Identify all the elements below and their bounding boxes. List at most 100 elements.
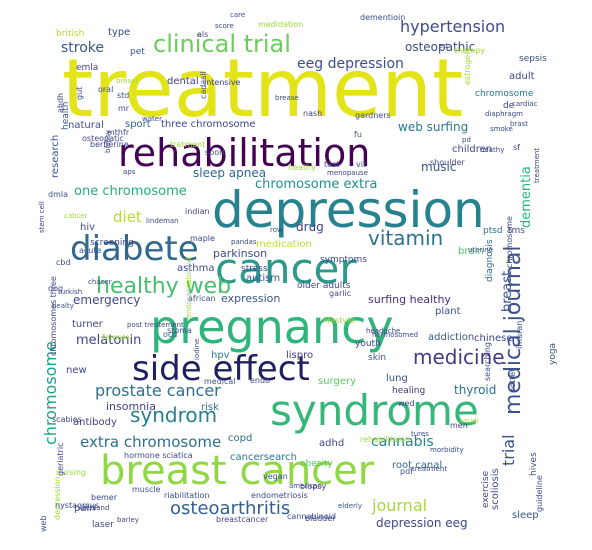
word-breast: breast [116, 77, 138, 85]
word-rehabilitation: rehabilitation [118, 131, 370, 175]
word-maple: maple [190, 234, 215, 243]
word-eeg-depression: eeg depression [297, 56, 404, 72]
word-biopsy: biopsy [104, 130, 112, 153]
word-iodine: iodine [193, 339, 201, 360]
word-type: type [108, 27, 130, 38]
word-osteopathic: osteopathic [405, 40, 475, 54]
word-adhd: adhd [319, 438, 344, 449]
word-scabies: scabies [52, 415, 82, 424]
word-sport: sport [205, 148, 226, 157]
word-treatment: treatment [412, 465, 447, 473]
word-parkinson: parkinson [213, 247, 267, 260]
word-trial: trial [499, 434, 518, 466]
word-cancersearch: cancersearch [230, 452, 297, 463]
word-chromosome: chromosome [505, 216, 514, 268]
word-ahdh: ahdh [56, 93, 65, 113]
word-new: new [66, 365, 87, 376]
word-antibody: antibody [73, 417, 117, 428]
word-bemer: bemer [91, 493, 118, 502]
word-estrogen: estrogen [463, 50, 472, 85]
word-nash: nash [303, 109, 322, 118]
word-depression: depression [212, 181, 485, 239]
word-pd: pd [462, 136, 471, 144]
word-mthfr: mthfr [107, 128, 130, 137]
word-breastcancer: breastcancer [216, 515, 269, 524]
word-vegan: vegan [263, 472, 288, 481]
word-youth: youth [355, 339, 381, 349]
word-medidation: medidation [258, 20, 303, 29]
word-healthy-web: healthy web [96, 274, 231, 299]
word-men: men [450, 421, 468, 430]
word-test: test [324, 160, 339, 169]
word-healty: healty [52, 302, 74, 310]
word-turkish: turkish [58, 288, 82, 296]
word-insomnia: insomnia [106, 400, 156, 413]
word-plant: plant [435, 306, 461, 317]
word-cardiac: cardiac [512, 100, 538, 108]
word-berberine: berberine [90, 140, 129, 149]
word-als: als [197, 30, 208, 39]
word-cadasil: cadasil [199, 71, 208, 99]
word-web-surfing: web surfing [398, 120, 468, 134]
word-root-canal: root canal [392, 460, 442, 471]
word-medical: medical [204, 377, 236, 386]
word-diagnosis: diagnosis [485, 239, 495, 282]
word-thyroid: thyroid [454, 383, 496, 397]
word-water: water [142, 115, 162, 123]
word-scoliosis: scoliosis [490, 468, 501, 510]
word-healing: healing [392, 386, 425, 396]
word-emergency: emergency [73, 293, 140, 307]
word-female: female [102, 333, 130, 342]
word-dmla: dmla [48, 190, 68, 199]
word-endometriosis: endometriosis [251, 491, 308, 500]
word-music: music [421, 160, 456, 174]
word-sport: sport [125, 119, 151, 130]
word-health: health [61, 102, 71, 131]
word-smoke: smoke [490, 125, 513, 133]
word-obesity: obesity [300, 459, 333, 469]
word-diabete: diabete [70, 229, 199, 269]
word-tures: tures [411, 430, 429, 438]
word-searching: searching [483, 342, 492, 381]
word-exercise: exercise [481, 470, 491, 508]
word-sepsis: sepsis [519, 54, 547, 64]
word-copd: copd [228, 433, 252, 444]
word-hpv: hpv [211, 350, 230, 361]
word-chinese: chinese [474, 333, 512, 344]
word-addiction: addiction [428, 332, 474, 343]
word-oral: oral [98, 85, 113, 94]
word-biopsy: biopsy [300, 482, 326, 491]
word-screening: screening [90, 238, 134, 248]
word-clinical-trial: clinical trial [153, 30, 291, 58]
word-surfing-healthy: surfing healthy [368, 293, 451, 306]
word-three-chromosome: three chromosome [161, 119, 256, 130]
word-american: american [289, 482, 322, 490]
word-stem-cell: stem cell [38, 201, 46, 233]
word-barley: barley [117, 516, 139, 524]
word-fu: fu [354, 130, 362, 139]
word-muscle: muscle [132, 485, 161, 494]
word-research: research [50, 135, 61, 178]
word-gardners: gardners [355, 111, 391, 120]
word-std: std [117, 91, 129, 100]
word-brease: brease [275, 94, 299, 102]
word-turner: turner [72, 319, 104, 330]
word-rehabilitaion: rehabilitaion [360, 435, 410, 444]
word-expression: expression [221, 292, 280, 305]
word-zealand: zealand [82, 504, 109, 512]
word-syndrome: syndrome [270, 386, 479, 435]
word-ocd: ocd [163, 330, 177, 339]
word-drug: drug [296, 220, 324, 234]
word-chromosome-extra: chromosome extra [255, 177, 377, 192]
word-menopause: menopause [327, 169, 368, 177]
word-saudi: saudi [460, 417, 479, 425]
word-bladder: bladder [305, 514, 336, 523]
word-nystagmus: nystagmus [55, 501, 99, 510]
word-breast-cancer: breast cancer [100, 448, 375, 494]
word-shoulder: shoulder [430, 158, 465, 167]
word-morbidity: morbidity [430, 446, 464, 454]
word-pandas: pandas [231, 238, 257, 246]
word-yoga: yoga [548, 343, 558, 365]
word-children: children [452, 144, 492, 155]
